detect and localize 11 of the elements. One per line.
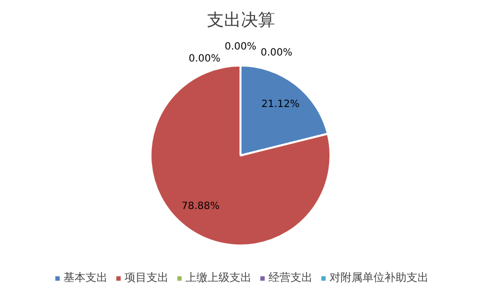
text: 0.00% <box>224 42 256 52</box>
chart-title: 支出决算 <box>207 10 275 30</box>
data-label: 78.88% <box>182 201 220 212</box>
text: 0.00% <box>260 48 292 58</box>
legend-label: 项目支出 <box>124 270 168 285</box>
legend-label: 经营支出 <box>268 270 312 285</box>
data-label: 21.12% <box>261 98 300 110</box>
text: 0.00% <box>188 54 220 64</box>
legend-label: 对附属单位补助支出 <box>330 270 428 285</box>
legend-label: 上缴上级支出 <box>186 270 252 285</box>
legend-label: 基本支出 <box>64 270 108 285</box>
